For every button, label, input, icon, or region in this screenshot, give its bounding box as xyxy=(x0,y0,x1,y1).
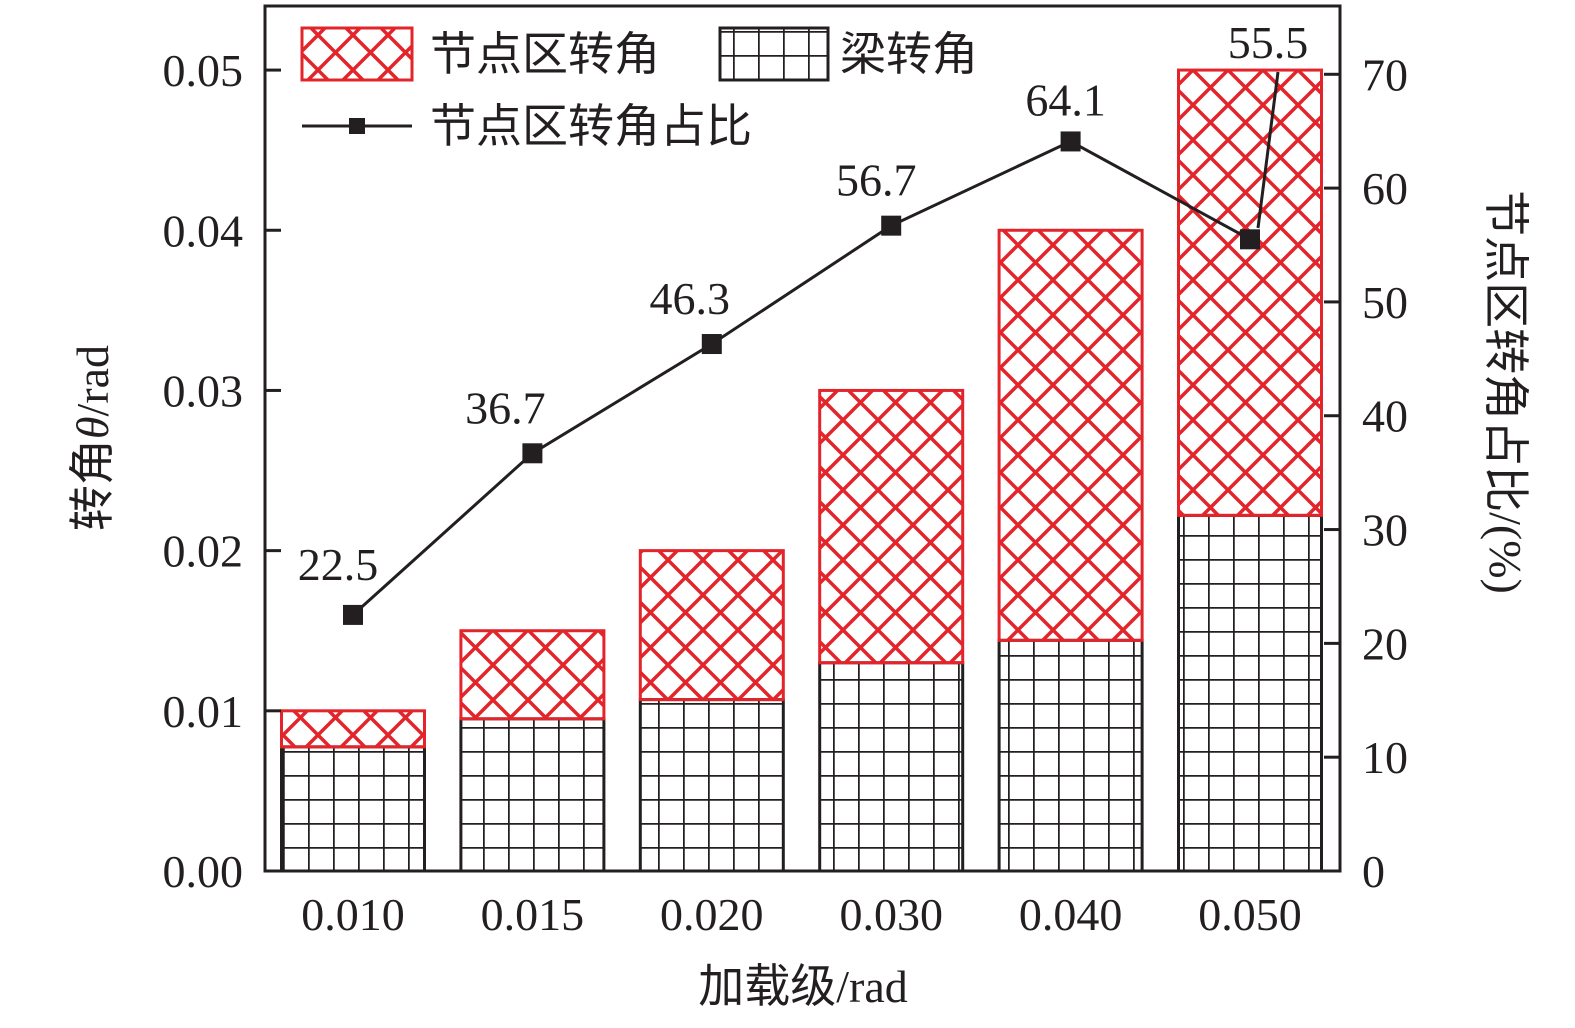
x-axis-label: 加载级/rad xyxy=(698,961,908,1012)
bar-joint-rotation xyxy=(280,709,426,749)
bar-beam-rotation xyxy=(459,717,606,873)
legend-swatch-joint xyxy=(300,26,414,82)
data-label-leader xyxy=(1256,71,1280,229)
y2-axis-label: 节点区转角占比/(%) xyxy=(1480,190,1531,594)
data-label: 56.7 xyxy=(836,155,917,206)
data-label: 36.7 xyxy=(465,382,546,433)
y-tick-label: 0.01 xyxy=(163,686,244,737)
y2-tick-label: 0 xyxy=(1362,846,1385,897)
y-tick-label: 0.02 xyxy=(163,526,244,577)
legend-swatch-marker xyxy=(349,118,365,134)
legend-swatch-beam xyxy=(718,26,830,82)
legend-label-joint: 节点区转角 xyxy=(430,29,660,80)
data-label: 64.1 xyxy=(1025,74,1106,125)
y2-tick-label: 50 xyxy=(1362,277,1408,328)
y-tick-label: 0.05 xyxy=(163,45,244,96)
bar-beam-rotation xyxy=(280,745,426,873)
y-tick-label: 0.00 xyxy=(163,846,244,897)
bar-joint-rotation xyxy=(1177,68,1323,517)
ratio-marker xyxy=(1240,229,1260,250)
x-tick-label: 0.040 xyxy=(1019,889,1123,940)
ratio-marker xyxy=(343,604,363,625)
data-label: 55.5 xyxy=(1228,17,1309,68)
data-label: 22.5 xyxy=(298,539,379,590)
ratio-marker xyxy=(1060,131,1081,152)
ratio-marker xyxy=(881,215,902,236)
x-tick-label: 0.010 xyxy=(301,889,405,940)
bar-beam-rotation xyxy=(997,638,1144,873)
y-axis-label: 转角θ/rad xyxy=(67,345,118,531)
data-label: 46.3 xyxy=(650,273,731,324)
bar-beam-rotation xyxy=(818,661,965,873)
y2-tick-label: 70 xyxy=(1362,49,1408,100)
bar-joint-rotation xyxy=(818,388,965,665)
bar-joint-rotation xyxy=(997,228,1144,642)
ratio-line: 22.5 36.7 46.3 56.7 64.1 55.5 xyxy=(298,17,1309,625)
plot-frame xyxy=(263,4,1342,873)
ratio-marker xyxy=(522,443,543,464)
x-tick-label: 0.030 xyxy=(839,889,943,940)
x-tick-label: 0.015 xyxy=(481,889,585,940)
y2-tick-label: 20 xyxy=(1362,618,1408,669)
y2-tick-label: 10 xyxy=(1362,732,1408,783)
legend-label-beam: 梁转角 xyxy=(840,29,978,80)
bar-joint-rotation xyxy=(638,549,785,702)
bars xyxy=(280,68,1323,873)
bar-beam-rotation xyxy=(638,698,785,873)
bar-joint-rotation xyxy=(459,629,606,721)
x-tick-label: 0.020 xyxy=(660,889,764,940)
y-tick-label: 0.03 xyxy=(163,365,244,416)
ratio-marker xyxy=(701,334,722,355)
y2-tick-label: 60 xyxy=(1362,163,1408,214)
y2-tick-label: 40 xyxy=(1362,391,1408,442)
y2-tick-label: 30 xyxy=(1362,505,1408,556)
y-tick-label: 0.04 xyxy=(163,205,244,256)
ratio-polyline xyxy=(351,139,1251,617)
legend-label-ratio: 节点区转角占比 xyxy=(430,101,752,152)
x-tick-label: 0.050 xyxy=(1198,889,1302,940)
bar-beam-rotation xyxy=(1177,513,1323,873)
